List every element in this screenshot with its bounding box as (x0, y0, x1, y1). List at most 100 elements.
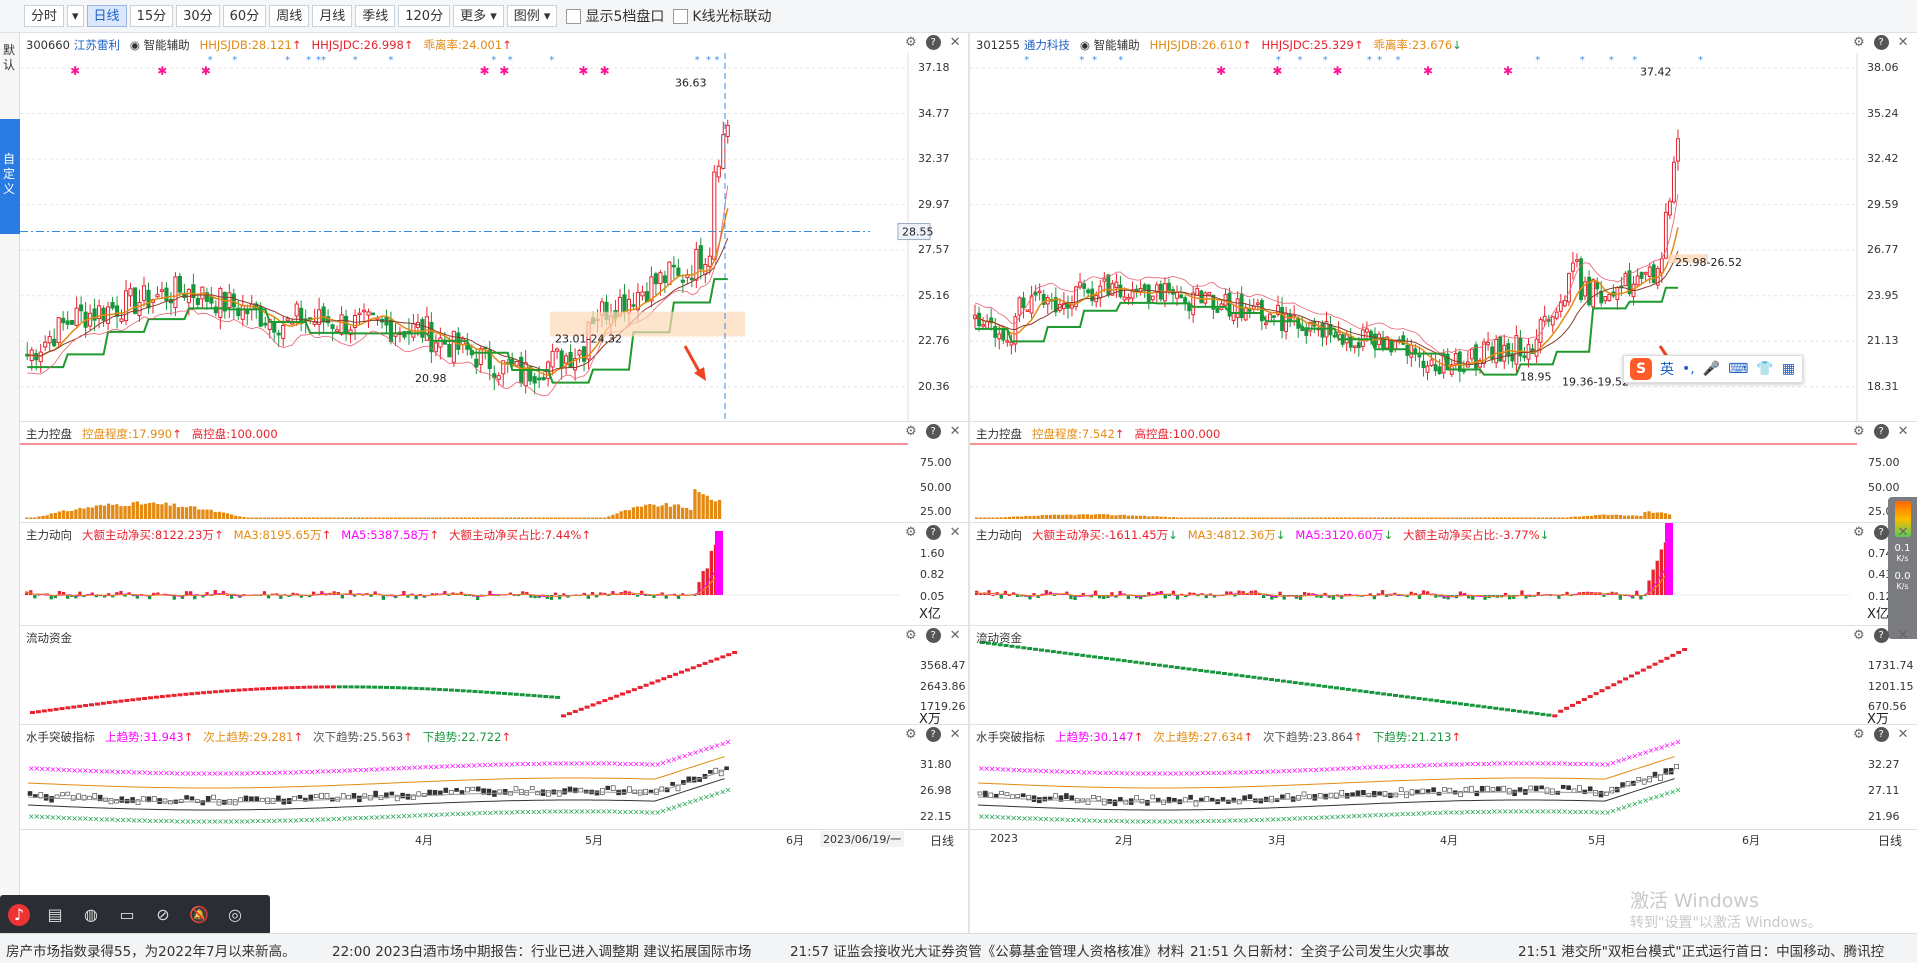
settings-icon[interactable]: ⚙ (1853, 727, 1865, 742)
settings-icon[interactable]: ⚙ (905, 424, 917, 439)
settings-icon[interactable]: ⚙ (905, 727, 917, 742)
settings-icon[interactable]: ⚙ (1853, 35, 1865, 50)
close-icon[interactable]: ✕ (1897, 35, 1909, 50)
trend-cross: × (352, 766, 359, 775)
control-bar (1614, 514, 1618, 519)
trend-cross: × (1275, 815, 1282, 824)
liquidity-step (342, 685, 348, 689)
toolbox-icon[interactable]: ▦ (1781, 361, 1796, 377)
period-120min-button[interactable]: 120分 (398, 5, 451, 27)
flow-bar (1561, 594, 1565, 596)
close-icon[interactable]: ✕ (949, 727, 961, 742)
close-icon[interactable]: ✕ (949, 424, 961, 439)
period-monthly-button[interactable]: 月线 (312, 5, 353, 27)
smart-assist-toggle[interactable]: ◉ 智能辅助 (130, 37, 190, 53)
control-bar (1417, 517, 1422, 519)
close-icon[interactable]: ✕ (1897, 424, 1909, 439)
help-icon[interactable]: ? (925, 628, 941, 643)
trend-cross: × (1545, 807, 1552, 816)
ticker-item[interactable]: 22:00 2023白酒市场中期报告：行业已进入调整期 建议拓展国际市场 (332, 944, 752, 960)
period-30min-button[interactable]: 30分 (176, 5, 220, 27)
help-icon[interactable]: ? (925, 424, 941, 439)
help-icon[interactable]: ? (1873, 35, 1889, 50)
sailor-candle (605, 785, 611, 790)
trend-cross: × (1356, 811, 1363, 820)
help-icon[interactable]: ? (1873, 727, 1889, 742)
settings-icon[interactable]: ⚙ (1853, 424, 1865, 439)
hide-icon[interactable]: ⊘ (156, 905, 170, 924)
template-custom-tab[interactable]: 自定义 (0, 119, 20, 234)
ma3-label: MA3:8195.65万 (233, 528, 322, 542)
ticker-item[interactable]: 房产市场指数录得55，为2022年7月以来新高。 (6, 944, 296, 960)
stock-name[interactable]: 通力科技 (1023, 38, 1070, 52)
settings-icon[interactable]: ⚙ (905, 628, 917, 643)
cursor-link-checkbox[interactable]: K线光标联动 (673, 6, 772, 26)
close-icon[interactable]: ✕ (949, 628, 961, 643)
calendar-icon[interactable]: ▤ (47, 905, 63, 924)
period-weekly-button[interactable]: 周线 (269, 5, 310, 27)
close-icon[interactable]: ✕ (949, 525, 961, 540)
mute-icon[interactable]: 🔕 (189, 905, 209, 924)
help-icon[interactable]: ? (925, 525, 941, 540)
more-dropdown[interactable]: 更多 ▾ (453, 5, 504, 27)
help-icon[interactable]: ? (925, 35, 941, 50)
legend-dropdown[interactable]: 图例 ▾ (506, 5, 558, 27)
checkbox-box[interactable] (673, 8, 689, 24)
flow-bar (1659, 549, 1663, 595)
main-flow-panel: 主力动向 大额主动净买:8122.23万↑ MA3:8195.65万↑ MA5:… (20, 523, 968, 625)
trend-cross: × (546, 807, 553, 816)
ticker-item[interactable]: 21:57 证监会接收光大证券资管《公募基金管理人资格核准》材料 (790, 944, 1185, 960)
ime-toolbar[interactable]: S 英 •, 🎤 ⌨ 👕 ▦ (1623, 355, 1803, 383)
help-icon[interactable]: ? (1873, 525, 1889, 540)
punctuation-icon[interactable]: •, (1682, 361, 1695, 377)
sailor-candle (502, 788, 508, 795)
pane-divider[interactable] (968, 33, 970, 933)
signal-icon[interactable]: ◎ (228, 905, 242, 924)
news-ticker[interactable]: 房产市场指数录得55，为2022年7月以来新高。 22:00 2023白酒市场中… (0, 933, 1917, 963)
microphone-icon[interactable]: 🎤 (1702, 361, 1721, 377)
trend-cross: × (141, 816, 148, 825)
control-bar (676, 504, 681, 519)
period-60min-button[interactable]: 60分 (222, 5, 267, 27)
sogou-logo-icon[interactable]: S (1630, 358, 1652, 380)
checkbox-box[interactable] (566, 8, 582, 24)
smart-assist-toggle[interactable]: ◉ 智能辅助 (1080, 37, 1140, 53)
flow-bar (53, 595, 57, 599)
close-icon[interactable]: ✕ (949, 35, 961, 50)
help-icon[interactable]: ? (1873, 628, 1889, 643)
settings-icon[interactable]: ⚙ (1853, 628, 1865, 643)
ticker-item[interactable]: 21:51 久日新材：全资子公司发生火灾事故 (1190, 944, 1450, 960)
candle (1437, 366, 1442, 375)
help-icon[interactable]: ? (925, 727, 941, 742)
ticker-item[interactable]: 21:51 港交所"双柜台模式"正式运行首日：中国移动、腾讯控 (1518, 944, 1885, 960)
liquidity-step (242, 688, 248, 692)
settings-icon[interactable]: ⚙ (1853, 525, 1865, 540)
period-15min-button[interactable]: 15分 (129, 5, 174, 27)
close-icon[interactable]: ✕ (1897, 525, 1909, 540)
template-default-tab[interactable]: 默认 (3, 43, 16, 72)
network-speed-widget[interactable]: 0.1 K/s 0.0 K/s (1888, 497, 1917, 639)
candle (1623, 272, 1628, 287)
period-quarterly-button[interactable]: 季线 (355, 5, 396, 27)
close-icon[interactable]: ✕ (1897, 628, 1909, 643)
candle (1676, 138, 1680, 162)
settings-icon[interactable]: ⚙ (905, 35, 917, 50)
skin-icon[interactable]: 👕 (1756, 361, 1774, 377)
period-minute-dropdown-icon[interactable]: ▾ (67, 5, 84, 27)
flow-bar (1413, 593, 1417, 595)
period-minute-button[interactable]: 分时 (24, 5, 65, 27)
show-depth-checkbox[interactable]: 显示5档盘口 (566, 6, 664, 26)
period-daily-button[interactable]: 日线 (86, 5, 127, 27)
screen-icon[interactable]: ▭ (119, 905, 135, 924)
game-icon[interactable]: ◍ (84, 905, 98, 924)
close-icon[interactable]: ✕ (1897, 727, 1909, 742)
stock-name[interactable]: 江苏雷利 (73, 38, 120, 52)
ime-language-toggle[interactable]: 英 (1660, 362, 1674, 378)
settings-icon[interactable]: ⚙ (905, 525, 917, 540)
candle (1191, 292, 1196, 316)
music-app-icon[interactable]: ♪ (8, 904, 30, 926)
help-icon[interactable]: ? (1873, 424, 1889, 439)
keyboard-icon[interactable]: ⌨ (1728, 361, 1749, 377)
